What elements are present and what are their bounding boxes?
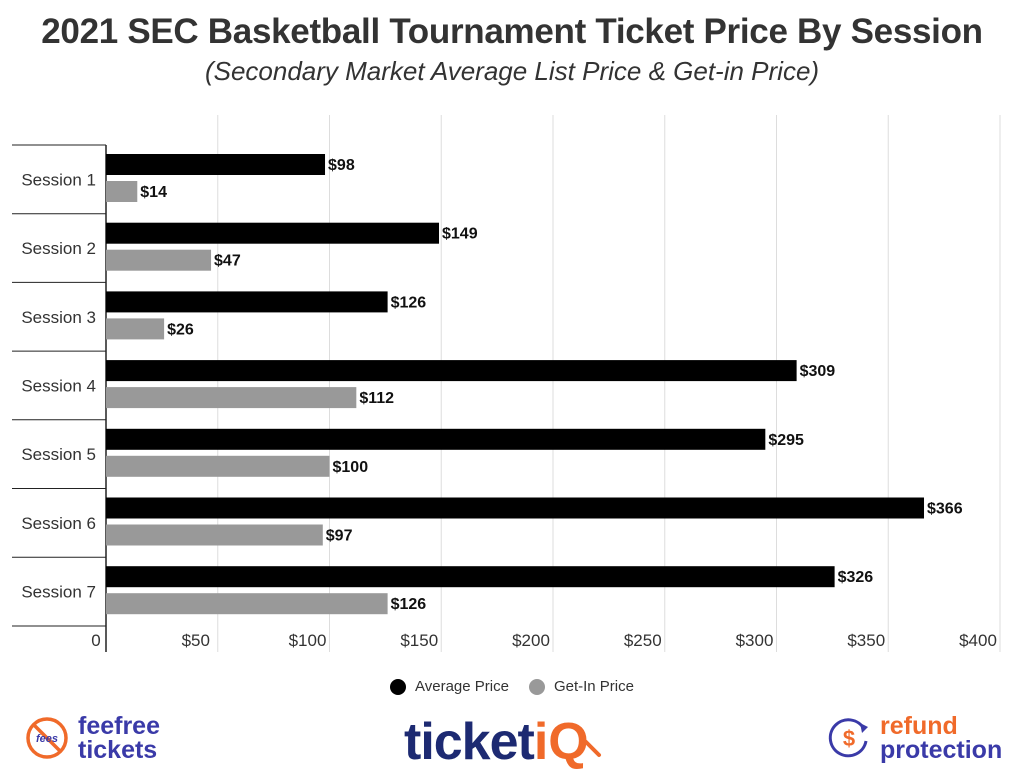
x-tick-label: $200 [512,631,550,650]
legend-label-get-in-price: Get-In Price [553,678,634,695]
ticketiq-logo-accent: iQ [533,713,589,771]
refund-logo-line1: refund [880,712,958,740]
legend-label-average-price: Average Price [415,678,509,695]
legend-item-get-in-price: Get-In Price [528,678,634,695]
category-label: Session 5 [21,445,96,464]
chart-subtitle: (Secondary Market Average List Price & G… [204,56,820,86]
category-label: Session 1 [21,170,96,189]
data-label: $309 [800,363,836,380]
legend-swatch-get-in-price [528,678,545,695]
data-label: $100 [333,459,369,476]
svg-text:$: $ [843,726,855,751]
bar-get-in-price [106,181,138,202]
category-label: Session 6 [21,514,96,533]
bar-get-in-price [106,593,388,615]
data-label: $149 [442,226,478,243]
refund-protection-logo: $ refund protection [826,712,1003,764]
no-fees-icon: fees [26,717,68,759]
bar-get-in-price [106,455,330,477]
data-label: $47 [214,253,241,270]
data-label: $126 [391,294,427,311]
bar-get-in-price [106,387,357,409]
x-tick-label: $250 [624,631,662,650]
data-label: $112 [359,390,394,407]
ticketiq-logo-main: ticket [404,713,535,771]
bar-get-in-price [106,524,323,546]
category-label: Session 2 [21,239,96,258]
bar-average-price [106,291,388,313]
bar-average-price [106,428,766,450]
bar-average-price [106,360,797,382]
x-tick-label: $400 [959,631,997,650]
x-tick-label: $150 [400,631,438,650]
legend-item-average-price: Average Price [390,678,509,695]
bar-chart: Session 1 Session 2 Session 3 Session 4 Sess… [12,115,1001,652]
x-tick-label: 0 [91,631,100,650]
x-tick-label: $100 [289,631,327,650]
bar-average-price [106,154,326,175]
chart-title: 2021 SEC Basketball Tournament Ticket Pr… [41,12,983,51]
bar-average-price [106,222,440,244]
refund-logo-line2: protection [880,736,1003,764]
bar-average-price [106,497,925,519]
data-label: $98 [328,157,355,174]
magnifier-icon [583,740,601,757]
dollar-refund-icon: $ [828,718,868,758]
data-label: $366 [927,501,963,518]
x-tick-label: $300 [736,631,774,650]
bar-average-price [106,566,835,588]
data-label: $326 [838,569,874,586]
x-tick-label: $350 [847,631,885,650]
data-label: $126 [391,596,427,613]
data-label: $14 [140,184,167,201]
no-fees-badge-text: fees [36,733,58,745]
legend-swatch-average-price [390,678,406,695]
data-label: $295 [768,432,804,449]
feefree-logo-line1: feefree [78,712,160,740]
bar-get-in-price [106,249,212,271]
legend: Average Price Get-In Price [0,678,1024,695]
category-label: Session 4 [21,376,96,395]
x-tick-label: $50 [182,631,210,650]
data-label: $26 [167,321,194,338]
bar-get-in-price [106,318,165,340]
data-label: $97 [326,528,353,545]
category-label: Session 7 [21,583,96,602]
feefree-tickets-logo: fees feefree tickets [24,712,160,764]
feefree-logo-line2: tickets [78,736,158,764]
category-label: Session 3 [21,308,96,327]
ticketiq-logo: ticket iQ [404,712,603,772]
